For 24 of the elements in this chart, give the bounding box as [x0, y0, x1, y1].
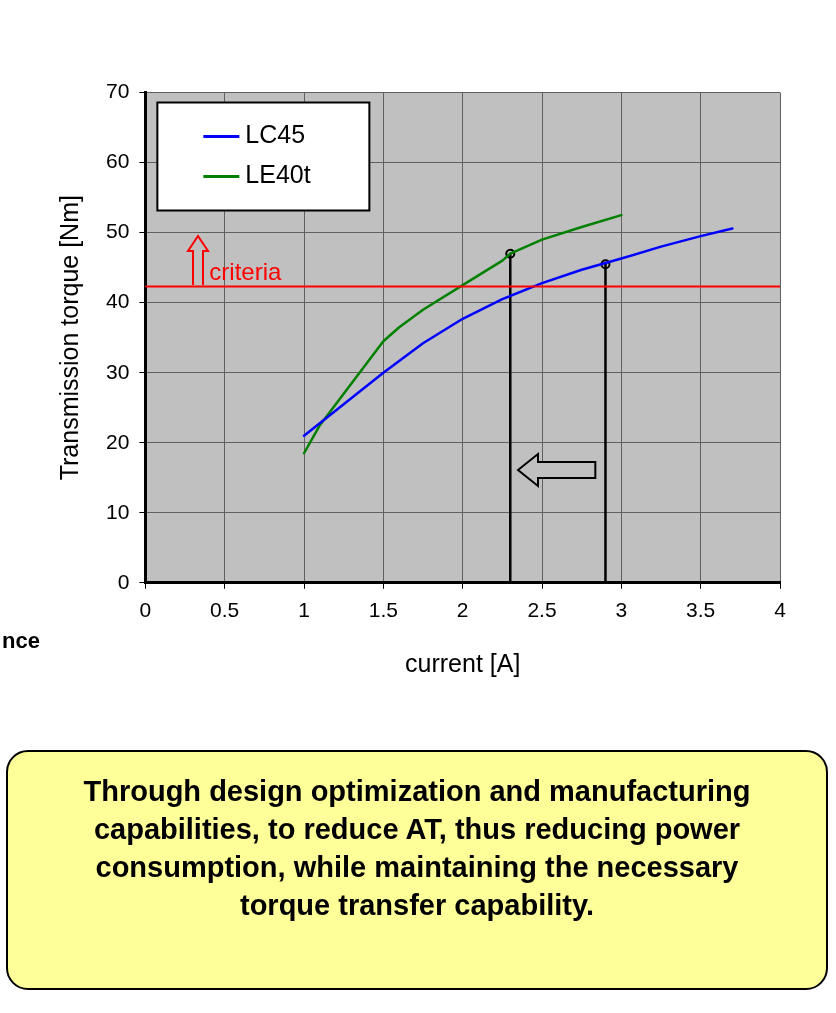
y-tick-label: 60	[106, 149, 130, 173]
y-tick-label: 0	[117, 569, 130, 593]
x-tick-label: 1.5	[368, 598, 398, 622]
y-tick-label: 70	[106, 79, 130, 103]
x-tick-label: 2.5	[527, 598, 557, 622]
ref-line-label: criteria	[209, 258, 283, 286]
y-tick-label: 40	[106, 289, 130, 313]
legend-label: LC45	[245, 120, 306, 149]
x-tick-label: 0	[139, 598, 152, 622]
x-tick-label: 0.5	[210, 598, 240, 622]
y-axis-title: Transmission torque [Nm]	[54, 195, 83, 481]
y-tick-label: 30	[106, 359, 130, 383]
x-tick-label: 4	[774, 598, 787, 622]
y-tick-label: 20	[106, 429, 130, 453]
x-tick-label: 1	[298, 598, 310, 622]
y-tick-label: 10	[106, 499, 130, 523]
x-tick-label: 3.5	[686, 598, 716, 622]
legend-label: LE40t	[245, 160, 311, 189]
x-tick-label: 3	[615, 598, 628, 622]
x-tick-label: 2	[456, 598, 469, 622]
x-axis-title: current [A]	[405, 648, 521, 677]
y-tick-label: 50	[106, 219, 130, 243]
text: nce	[2, 628, 40, 654]
text: Through design optimization and manufacturing capabilities, to reduce AT, thus reducing power consumption, while maintaining the necessary torque transfer capability.	[6, 750, 828, 990]
